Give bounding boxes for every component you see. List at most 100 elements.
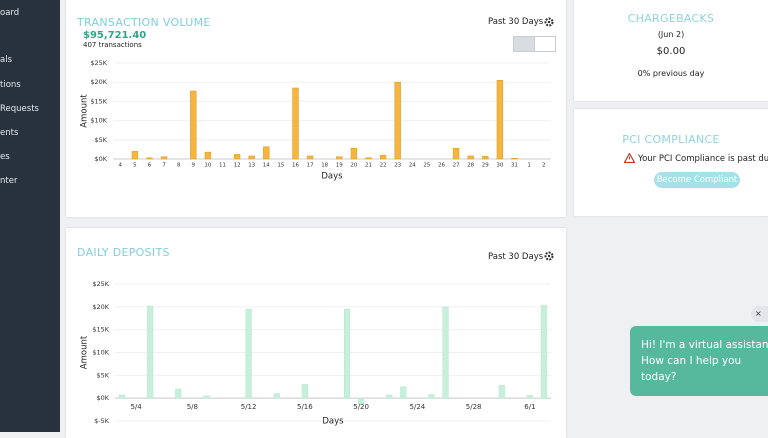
y-tick-label: $10K [90, 117, 107, 125]
x-tick-label: 27 [453, 163, 460, 169]
message: Your PCI Compliance is past du [638, 154, 768, 164]
bar [365, 157, 372, 160]
count: 407 transactions [83, 41, 142, 49]
nav-item[interactable]: Requests [0, 104, 39, 114]
x-tick-label: 23 [394, 163, 401, 169]
x-tick-label: 19 [336, 163, 343, 169]
bar [496, 80, 504, 160]
pci-panel: PCI COMPLIANCE Your PCI Compliance is pa… [574, 109, 768, 216]
bar [358, 397, 365, 404]
bar [248, 155, 255, 160]
bar [344, 308, 351, 399]
settings-icon[interactable] [544, 251, 554, 261]
nav-item[interactable]: oard [0, 8, 20, 18]
amount: $0.00 [656, 46, 686, 57]
bar [273, 393, 280, 399]
bar [233, 154, 241, 160]
x-tick-label: 5/28 [466, 403, 482, 411]
chat-close[interactable]: × [751, 306, 768, 322]
x-tick-label: 1 [527, 163, 531, 169]
bar [245, 308, 252, 399]
x-tick-label: 14 [263, 163, 270, 169]
y-tick-label: $5K [94, 136, 107, 144]
bar [467, 155, 474, 160]
y-tick-label: $-5K [94, 417, 110, 425]
x-tick-label: 29 [482, 163, 489, 169]
date: (Jun 2) [657, 30, 685, 39]
x-tick-label: 18 [321, 163, 328, 169]
bar [379, 154, 387, 160]
bar [526, 395, 533, 399]
y-tick-label: $20K [90, 78, 107, 86]
panel-title: CHARGEBACKS [627, 12, 715, 25]
x-tick-label: 10 [204, 163, 211, 169]
nav-item[interactable]: nter [0, 176, 18, 186]
y-tick-label: $15K [92, 326, 109, 334]
x-tick-label: 4 [119, 163, 123, 169]
x-tick-label: 12 [234, 163, 241, 169]
bar [147, 305, 154, 399]
nav-item[interactable]: als [0, 55, 12, 65]
x-tick-label: 26 [438, 163, 445, 169]
bar [263, 146, 270, 160]
panel-title: TRANSACTION VOLUME [77, 16, 211, 29]
x-tick-label: 28 [467, 163, 474, 169]
panel-title: DAILY DEPOSITS [77, 246, 170, 259]
y-axis-label: Amount [80, 94, 90, 128]
x-tick-label: 8 [177, 163, 181, 169]
y-axis-label: Amount [80, 335, 90, 369]
chat-line: today? [641, 371, 677, 383]
x-tick-label: 24 [409, 163, 416, 169]
nav-item[interactable]: ents [0, 128, 19, 138]
x-tick-label: 7 [162, 163, 166, 169]
period[interactable]: Past 30 Days [488, 252, 544, 262]
bar [498, 385, 505, 399]
change: 0% previous day [637, 69, 705, 78]
x-tick-label: 21 [365, 163, 372, 169]
chat-line: Hi! I'm a virtual assistan [641, 339, 768, 351]
x-tick-label: 25 [423, 163, 430, 169]
panel-title: PCI COMPLIANCE [622, 133, 720, 146]
bar [146, 157, 153, 160]
bar [336, 156, 343, 160]
bar [118, 394, 126, 399]
bar [394, 81, 401, 160]
x-tick-label: 5/8 [187, 403, 198, 411]
button[interactable]: Become Compliant [654, 172, 740, 188]
x-tick-label: 9 [192, 163, 196, 169]
bar [442, 306, 449, 399]
y-tick-label: $10K [92, 349, 109, 357]
bar [428, 394, 435, 399]
bar [540, 305, 548, 399]
bar [482, 156, 489, 160]
x-tick-label: 30 [496, 163, 503, 169]
nav-item[interactable]: es [0, 152, 10, 162]
x-tick-label: 5/12 [241, 403, 257, 411]
nav-item[interactable]: tions [0, 80, 21, 90]
y-tick-label: $20K [92, 303, 109, 311]
x-tick-label: 5/24 [410, 403, 426, 411]
y-tick-label: $25K [92, 280, 109, 288]
x-tick-label: 6/1 [524, 403, 535, 411]
bar [301, 384, 308, 399]
chat-bubble[interactable]: Hi! I'm a virtual assistan How can I hel… [630, 326, 768, 396]
y-tick-label: $0K [96, 394, 109, 402]
line-toggle[interactable] [534, 36, 556, 52]
settings-icon[interactable] [544, 17, 554, 27]
bar [452, 147, 460, 160]
x-tick-label: 6 [148, 163, 152, 169]
x-tick-label: 5/4 [130, 403, 142, 411]
bar [511, 157, 518, 160]
x-tick-label: 31 [511, 163, 518, 169]
y-tick-label: $5K [96, 371, 109, 379]
x-tick-label: 15 [277, 163, 284, 169]
bar [350, 147, 358, 160]
x-tick-label: 5/16 [297, 403, 313, 411]
x-tick-label: 5 [133, 163, 137, 169]
bar [400, 386, 407, 399]
bar [204, 151, 212, 160]
period[interactable]: Past 30 Days [488, 17, 544, 27]
bar [160, 156, 168, 160]
